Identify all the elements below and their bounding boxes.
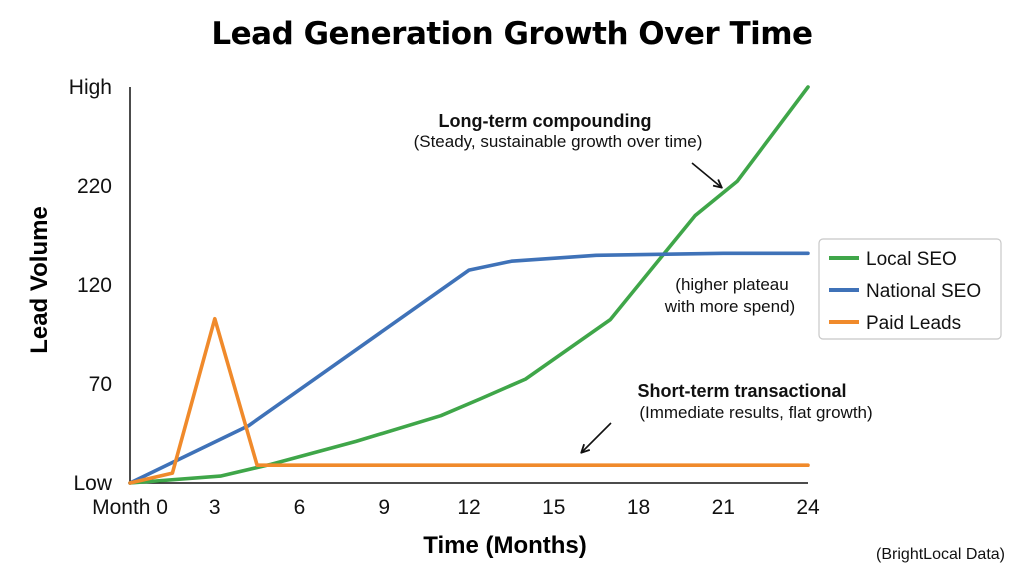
y-tick-label-220: 220: [77, 175, 112, 198]
annotation-long-term-title: Long-term compounding: [439, 111, 652, 131]
annotation-plateau-line1: (higher plateau: [675, 275, 788, 294]
x-tick-label-3: 3: [209, 496, 221, 519]
series-line-local-seo: [128, 85, 810, 485]
axes: [129, 87, 808, 484]
annotation-long-term-text: (Steady, sustainable growth over time): [414, 132, 703, 151]
series-line-paid-leads: [128, 316, 810, 485]
annotation-long-term: Long-term compounding (Steady, sustainab…: [414, 111, 721, 187]
x-tick-label-18: 18: [627, 496, 650, 519]
series-line-national-seo: [128, 251, 810, 485]
y-tick-labels: Low 70 120 220 High: [69, 76, 113, 495]
x-tick-labels: Month 0 3 6 9 12 15 18 21 24: [92, 496, 820, 519]
legend-label-national-seo: National SEO: [866, 281, 981, 302]
legend: Local SEO National SEO Paid Leads: [818, 238, 1002, 340]
x-tick-label-15: 15: [542, 496, 565, 519]
legend-label-local-seo: Local SEO: [866, 249, 957, 270]
legend-label-paid-leads: Paid Leads: [866, 313, 961, 334]
y-tick-label-120: 120: [77, 274, 112, 297]
x-tick-label-9: 9: [378, 496, 390, 519]
y-tick-label-high: High: [69, 76, 112, 99]
y-axis-title: Lead Volume: [26, 206, 53, 354]
annotation-plateau: (higher plateau with more spend): [664, 275, 795, 316]
x-tick-label-21: 21: [712, 496, 735, 519]
annotation-long-term-arrow: [691, 162, 721, 187]
x-tick-label-12: 12: [457, 496, 480, 519]
chart-title: Lead Generation Growth Over Time: [211, 16, 813, 52]
annotation-short-term-title: Short-term transactional: [637, 381, 846, 401]
annotation-short-term-text: (Immediate results, flat growth): [639, 403, 872, 422]
annotation-short-term: Short-term transactional (Immediate resu…: [582, 381, 873, 452]
x-tick-label-24: 24: [796, 496, 820, 519]
x-axis-title: Time (Months): [423, 532, 587, 559]
series-lines: [128, 85, 810, 485]
legend-box: [818, 238, 1002, 340]
source-note: (BrightLocal Data): [876, 546, 1005, 563]
annotation-plateau-line2: with more spend): [664, 297, 795, 316]
annotation-short-term-arrow: [582, 422, 612, 452]
y-tick-label-70: 70: [89, 373, 112, 396]
y-tick-label-low: Low: [73, 472, 112, 495]
x-tick-label-6: 6: [294, 496, 306, 519]
x-tick-label-month-0: Month 0: [92, 496, 168, 519]
